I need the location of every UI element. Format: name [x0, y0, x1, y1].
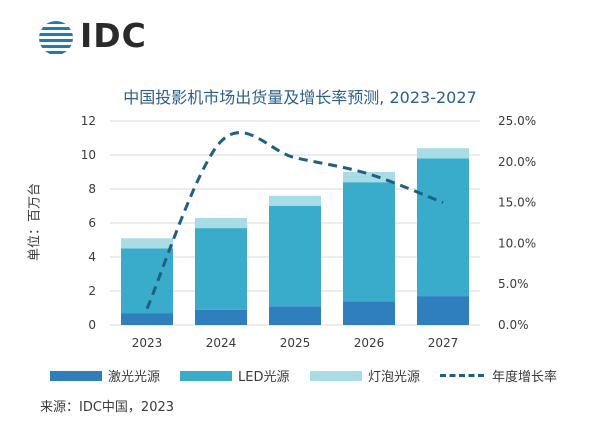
- legend-label-growth: 年度增长率: [492, 370, 558, 385]
- y-tick-label: 10: [81, 148, 96, 162]
- bar-lamp: [121, 238, 173, 249]
- bar-lamp: [269, 195, 321, 206]
- legend-item-lamp: 灯泡光源: [310, 366, 420, 385]
- bar-laser: [269, 306, 321, 325]
- y-axis-label: 单位：百万台: [27, 182, 43, 262]
- growth-rate-line: [145, 131, 444, 310]
- idc-globe-icon: [39, 21, 73, 54]
- y2-tick-label: 0.0%: [498, 318, 529, 332]
- legend-swatch-lamp: [310, 370, 362, 381]
- bar-laser: [343, 301, 395, 325]
- bar-laser: [195, 309, 247, 325]
- y2-tick-label: 10.0%: [498, 236, 536, 250]
- y-tick-label: 8: [88, 182, 96, 196]
- bar-lamp: [343, 172, 395, 183]
- bar-laser: [121, 313, 173, 325]
- bar-lamp: [417, 148, 469, 159]
- bar-led: [195, 228, 247, 310]
- legend-item-laser: 激光光源: [50, 366, 160, 385]
- legend-item-growth: 年度增长率: [440, 366, 557, 385]
- x-tick-label: 2026: [354, 336, 385, 350]
- legend-item-led: LED光源: [180, 366, 289, 385]
- x-tick-label: 2027: [428, 336, 459, 350]
- y2-tick-label: 25.0%: [498, 114, 536, 128]
- legend-label-laser: 激光光源: [108, 370, 161, 385]
- y-tick-label: 2: [88, 284, 96, 298]
- y2-tick-label: 20.0%: [498, 155, 536, 169]
- bar-led: [417, 158, 469, 297]
- bar-laser: [417, 296, 469, 325]
- y-tick-label: 6: [88, 216, 96, 230]
- legend-swatch-laser: [50, 370, 102, 381]
- x-tick-label: 2025: [280, 336, 311, 350]
- y-tick-label: 12: [81, 114, 96, 128]
- y-tick-label: 0: [88, 318, 96, 332]
- y2-tick-label: 15.0%: [498, 196, 536, 210]
- x-tick-label: 2024: [206, 336, 237, 350]
- bar-led: [269, 206, 321, 307]
- bar-led: [343, 182, 395, 302]
- chart-title: 中国投影机市场出货量及增长率预测, 2023-2027: [123, 88, 477, 107]
- legend-label-lamp: 灯泡光源: [368, 370, 421, 385]
- legend-swatch-growth: [440, 374, 484, 377]
- source-note: 来源：IDC中国，2023: [40, 400, 175, 415]
- legend-swatch-led: [180, 370, 232, 381]
- legend-label-led: LED光源: [238, 370, 290, 385]
- y2-tick-label: 5.0%: [498, 277, 529, 291]
- y-tick-label: 4: [88, 250, 96, 264]
- bar-lamp: [195, 217, 247, 229]
- brand-logo-text: IDC: [80, 16, 147, 55]
- x-tick-label: 2023: [132, 336, 163, 350]
